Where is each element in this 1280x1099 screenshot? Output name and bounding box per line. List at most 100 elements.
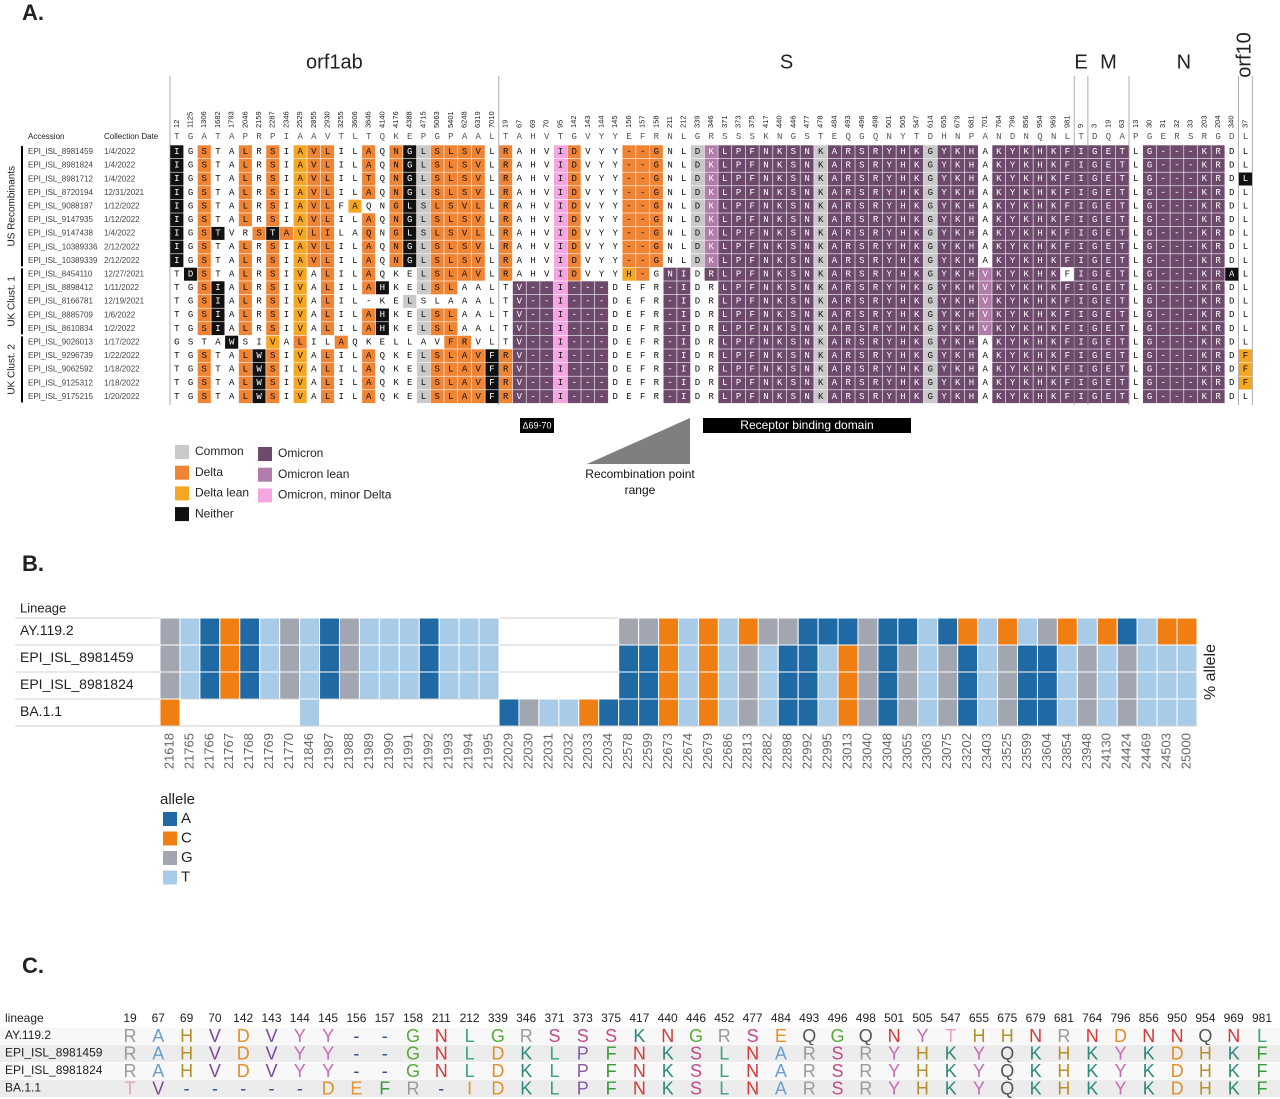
cell: [636, 226, 650, 240]
residue: L: [722, 351, 727, 361]
cell: [170, 254, 184, 268]
residue: G: [188, 147, 193, 157]
cell: [362, 186, 376, 200]
collection-date: 1/18/2022: [104, 365, 140, 374]
legend-swatch: [258, 467, 272, 482]
cell: [1060, 145, 1074, 159]
heatmap-cell: [338, 671, 360, 700]
residue: K: [1051, 351, 1057, 361]
residue: -: [1174, 202, 1179, 212]
residue: K: [996, 215, 1002, 225]
position-label: 33: [1186, 120, 1195, 128]
residue: Y: [599, 188, 605, 198]
heatmap-cell: [1116, 671, 1138, 700]
heatmap-cell: [239, 617, 261, 646]
residue: A: [462, 351, 468, 361]
heatmap-cell: [857, 644, 879, 673]
cell: [814, 267, 828, 281]
residue: K: [708, 215, 714, 225]
residue: Y: [1010, 270, 1016, 280]
cell: [773, 199, 787, 213]
residue: -: [544, 392, 549, 402]
cell: [841, 267, 855, 281]
collection-date: 1/4/2022: [104, 174, 136, 183]
residue: R: [1215, 392, 1221, 402]
cell: [910, 199, 924, 213]
residue: K: [1202, 256, 1208, 266]
residue: L: [352, 132, 357, 142]
cell: [1006, 281, 1020, 295]
residue: D: [571, 229, 576, 239]
residue: V: [476, 161, 482, 171]
residue: L: [722, 365, 727, 375]
residue: -: [585, 324, 590, 334]
residue: A: [297, 161, 303, 171]
position-label: 371: [544, 1011, 564, 1025]
residue: V: [476, 379, 482, 389]
residue: A: [832, 311, 838, 321]
residue: Q: [366, 202, 371, 212]
position-label: 144: [290, 1011, 310, 1025]
residue: V: [544, 243, 550, 253]
residue: L: [722, 283, 727, 293]
cell: [444, 158, 458, 172]
residue: E: [1106, 297, 1111, 307]
cell: [1101, 186, 1115, 200]
residue: R: [1215, 147, 1221, 157]
residue: K: [777, 188, 783, 198]
residue: K: [955, 324, 961, 334]
residue: Q: [380, 132, 385, 142]
residue: V: [544, 132, 550, 142]
cell: [1156, 240, 1170, 254]
legend-label: Delta: [195, 465, 223, 479]
heatmap-cell: [478, 644, 500, 673]
cell: [1115, 281, 1129, 295]
cell: [471, 145, 485, 159]
residue: F: [640, 392, 645, 402]
heatmap-cell: [917, 617, 939, 646]
residue: A: [982, 256, 988, 266]
legend-swatch: [258, 488, 272, 503]
cell: [718, 199, 732, 213]
residue: F: [1065, 161, 1070, 171]
residue: L: [1133, 229, 1138, 239]
x-tick-label: 23048: [879, 733, 894, 769]
cell: [540, 281, 554, 295]
collection-date: 2/12/2022: [104, 242, 140, 251]
heatmap-cell: [398, 617, 420, 646]
residue: R: [873, 392, 879, 402]
residue: V: [544, 270, 550, 280]
residue: F: [1065, 270, 1070, 280]
legend-label: Omicron: [278, 446, 323, 460]
residue: L: [339, 229, 344, 239]
residue: I: [339, 392, 344, 402]
residue: L: [549, 1078, 559, 1098]
residue: S: [791, 175, 796, 185]
cell: [800, 186, 814, 200]
cell: [1143, 199, 1157, 213]
residue: S: [859, 256, 864, 266]
cell: [1101, 267, 1115, 281]
residue: H: [900, 365, 905, 375]
residue: K: [1024, 215, 1030, 225]
heatmap-cell: [398, 671, 420, 700]
cell: [923, 267, 937, 281]
residue: E: [1106, 161, 1111, 171]
residue: A: [352, 229, 358, 239]
position-label: 981: [1252, 1011, 1272, 1025]
heatmap-cell: [438, 644, 460, 673]
cell: [786, 281, 800, 295]
cell: [855, 145, 869, 159]
residue: -: [640, 202, 645, 212]
residue: -: [626, 215, 631, 225]
cell: [841, 186, 855, 200]
residue: Y: [887, 229, 893, 239]
residue: K: [1051, 365, 1057, 375]
cell: [773, 281, 787, 295]
residue: N: [763, 365, 768, 375]
residues: I: [1078, 215, 1083, 225]
residue: L: [1133, 392, 1138, 402]
